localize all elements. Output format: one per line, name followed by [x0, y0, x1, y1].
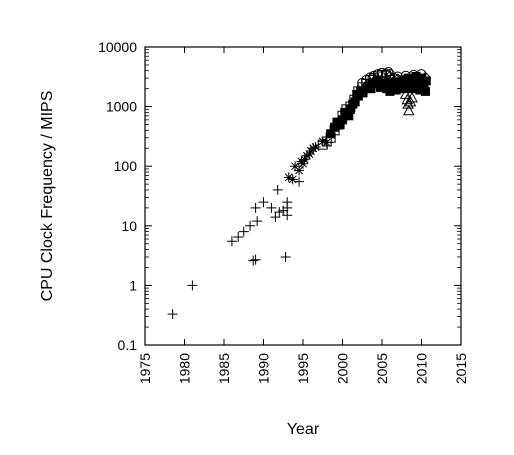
y-tick-label: 10000 [98, 39, 137, 55]
data-point-asterisk [290, 161, 301, 172]
data-point-plus [238, 226, 249, 237]
x-tick-label: 2000 [335, 353, 351, 384]
data-point-asterisk [294, 165, 305, 176]
data-point-triangle [403, 104, 415, 116]
data-point-triangle [406, 91, 418, 103]
x-tick-label: 1985 [216, 353, 232, 384]
data-point-asterisk [283, 172, 294, 183]
data-point-plus [266, 202, 277, 213]
data-point-plus [167, 309, 178, 320]
data-point-plus [250, 254, 261, 265]
data-point-plus [233, 231, 244, 242]
y-tick-label: 10 [121, 218, 137, 234]
data-point-plus [252, 216, 263, 227]
data-point-plus [226, 236, 237, 247]
x-tick-label: 2010 [414, 353, 430, 384]
x-tick-label: 1990 [256, 353, 272, 384]
data-point-plus [250, 202, 261, 213]
data-point-triangle [404, 95, 417, 107]
data-point-filled-square [391, 85, 401, 95]
data-point-plus [294, 176, 305, 187]
x-tick-label: 2005 [374, 353, 390, 384]
data-point-plus [187, 280, 198, 291]
data-point-plus [245, 220, 256, 231]
data-point-asterisk [287, 174, 298, 185]
data-point-diamond [415, 73, 428, 85]
data-point-circle [383, 67, 394, 78]
data-point-plus [282, 197, 293, 208]
data-point-asterisk [299, 154, 310, 165]
x-tick-label: 1995 [295, 353, 311, 384]
y-tick-label: 1 [129, 277, 137, 293]
data-point-plus [280, 251, 291, 262]
data-point-circle [377, 67, 387, 78]
data-point-asterisk [298, 158, 308, 169]
data-point-diamond [419, 71, 432, 84]
data-point-plus [258, 197, 269, 208]
data-point-filled-square [352, 89, 362, 99]
x-tick-label: 2015 [453, 353, 469, 384]
data-point-diamond [392, 73, 404, 85]
x-axis: 1975 1980 1985 1990 1995 2000 2005 2010 2015 [137, 47, 469, 384]
data-point-plus [270, 212, 281, 223]
data-point-diamond [384, 70, 396, 83]
data-point-square [317, 139, 328, 150]
data-point-circle [400, 70, 411, 81]
data-points [167, 67, 432, 320]
data-point-asterisk [304, 149, 315, 160]
data-point-filled-square [420, 86, 430, 96]
data-point-asterisk [317, 136, 328, 147]
data-point-triangle [401, 93, 414, 105]
data-point-asterisk [310, 141, 321, 152]
x-tick-label: 1975 [137, 353, 153, 384]
data-point-filled-square [344, 111, 354, 121]
data-point-asterisk [308, 143, 319, 154]
data-point-circle [392, 71, 403, 82]
y-tick-label: 0.1 [118, 337, 138, 353]
data-point-filled-square [407, 84, 417, 94]
y-tick-label: 100 [114, 158, 138, 174]
x-tick-label: 1980 [177, 353, 193, 384]
y-tick-label: 1000 [106, 99, 137, 115]
data-point-diamond [407, 72, 420, 84]
data-point-plus [282, 210, 293, 221]
data-point-filled-square [375, 82, 385, 92]
data-point-plus [248, 255, 259, 266]
y-axis-title: CPU Clock Frequency / MIPS [39, 91, 56, 302]
data-point-plus [272, 184, 283, 195]
y-axis: 0.1 1 10 100 1000 10000 [98, 39, 461, 353]
x-axis-title: Year [287, 421, 320, 438]
data-point-plus [274, 207, 285, 218]
data-point-circle [367, 73, 378, 84]
data-point-plus [278, 205, 289, 216]
data-point-circle [408, 69, 419, 80]
